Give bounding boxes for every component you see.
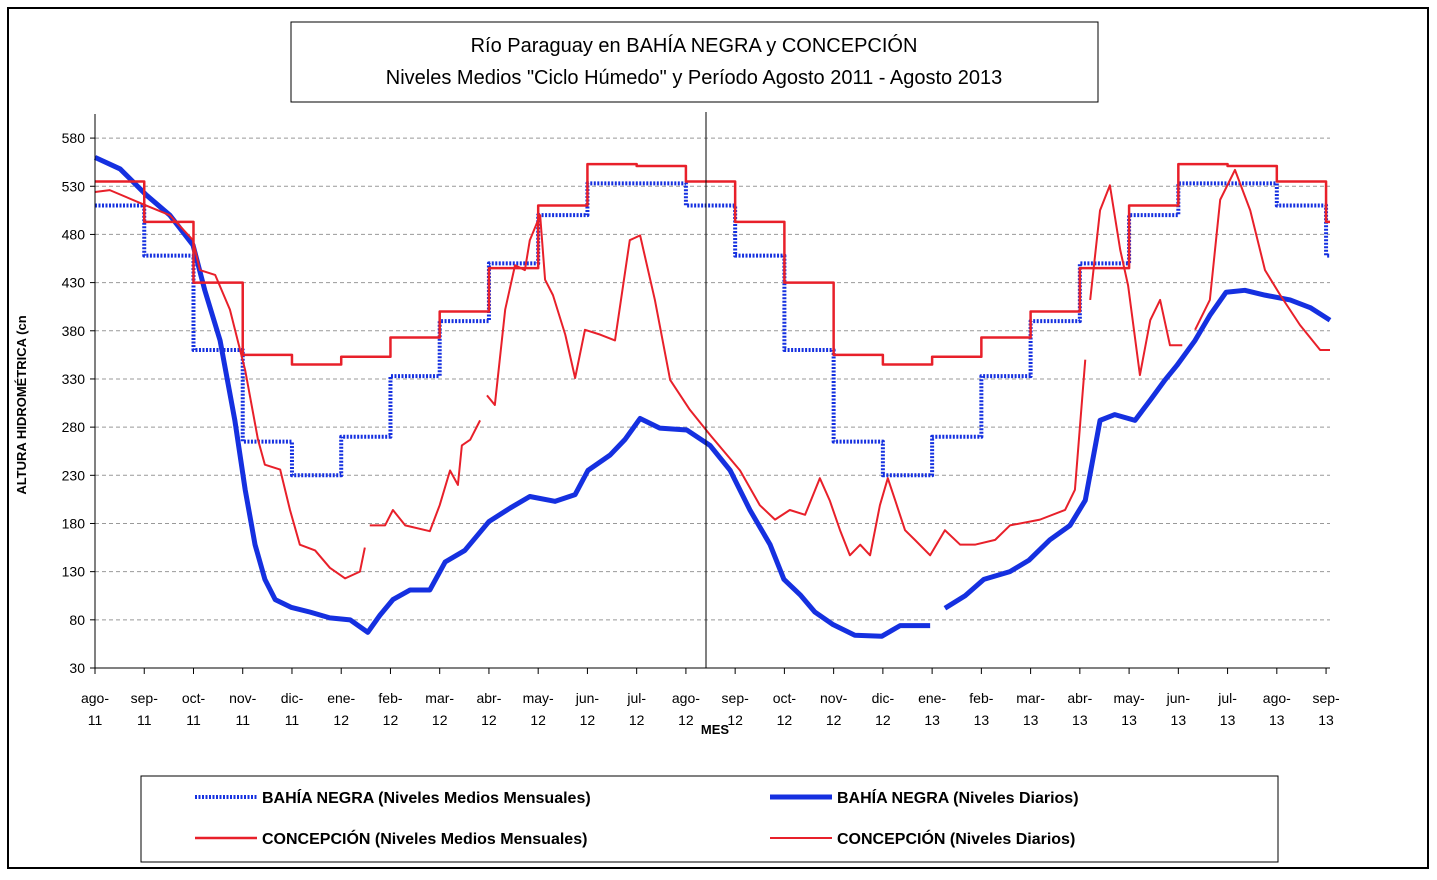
x-tick-label: oct-11 <box>182 690 206 728</box>
y-tick-label: 430 <box>62 275 86 291</box>
x-tick-label: dic-12 <box>872 690 895 728</box>
x-tick-label: abr-12 <box>476 690 501 728</box>
x-tick-label: jun-13 <box>1166 690 1191 728</box>
chart-subtitle: Niveles Medios "Ciclo Húmedo" y Período … <box>386 67 1002 89</box>
y-tick-label: 330 <box>62 371 86 387</box>
x-tick-label: ago-13 <box>1263 690 1291 728</box>
chart-title: Río Paraguay en BAHÍA NEGRA y CONCEPCIÓN <box>471 34 918 57</box>
legend-label: BAHÍA NEGRA (Niveles Diarios) <box>837 788 1079 807</box>
x-tick-label: nov-12 <box>820 690 848 728</box>
y-tick-label: 530 <box>62 178 86 194</box>
y-tick-label: 230 <box>62 467 86 483</box>
y-tick-label: 480 <box>62 226 86 242</box>
legend-label: CONCEPCIÓN (Niveles Medios Mensuales) <box>262 829 587 848</box>
x-tick-label: jun-12 <box>575 690 600 728</box>
x-tick-label: feb-13 <box>969 690 993 728</box>
y-tick-label: 180 <box>62 515 86 531</box>
y-tick-label: 280 <box>62 419 86 435</box>
x-tick-label: mar-12 <box>425 690 454 728</box>
x-tick-label: sep-13 <box>1312 690 1340 728</box>
x-tick-label: may-12 <box>523 690 554 728</box>
x-tick-label: nov-11 <box>229 690 257 728</box>
series-line <box>95 162 1330 366</box>
x-tick-label: jul-13 <box>1217 690 1237 728</box>
y-tick-label: 580 <box>62 130 86 146</box>
x-tick-label: ago-12 <box>672 690 700 728</box>
y-axis-label: ALTURA HIDROMÉTRICA (cn <box>14 315 29 494</box>
legend-label: BAHÍA NEGRA (Niveles Medios Mensuales) <box>262 788 591 807</box>
x-tick-label: sep-11 <box>131 690 159 728</box>
chart-frame <box>7 7 1429 869</box>
x-tick-label: dic-11 <box>281 690 304 728</box>
x-tick-label: feb-12 <box>378 690 402 728</box>
x-tick-label: oct-12 <box>773 690 797 728</box>
y-tick-label: 130 <box>62 564 86 580</box>
y-tick-label: 80 <box>69 612 85 628</box>
y-tick-label: 30 <box>69 660 85 676</box>
grid <box>95 137 1330 621</box>
x-tick-label: abr-13 <box>1067 690 1092 728</box>
legend-label: CONCEPCIÓN (Niveles Diarios) <box>837 829 1075 848</box>
title-box <box>290 21 1099 103</box>
x-tick-label: jul-12 <box>626 690 646 728</box>
x-tick-label: sep-12 <box>722 690 750 728</box>
x-axis-label: MES <box>701 722 730 737</box>
x-tick-label: ago-11 <box>81 690 109 728</box>
x-tick-label: may-13 <box>1114 690 1145 728</box>
series-line <box>93 155 1332 639</box>
legend: BAHÍA NEGRA (Niveles Medios Mensuales) BA… <box>195 788 1079 848</box>
y-tick-label: 380 <box>62 323 86 339</box>
plot-area <box>93 155 1332 639</box>
legend-box <box>140 775 1279 863</box>
series-line <box>94 168 1330 580</box>
x-tick-label: ene-13 <box>918 690 946 728</box>
x-tick-label: mar-13 <box>1016 690 1045 728</box>
x-tick-label: ene-12 <box>327 690 355 728</box>
